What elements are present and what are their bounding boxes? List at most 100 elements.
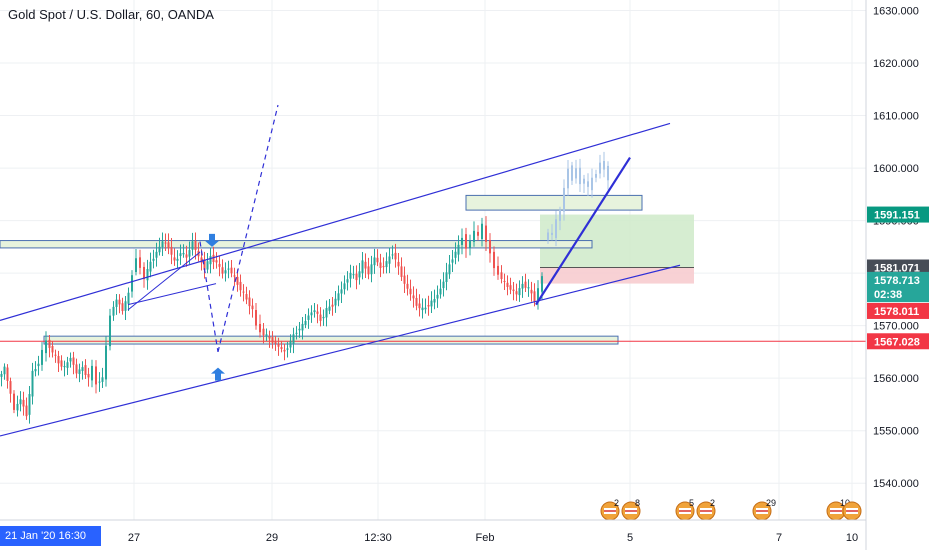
candle-body [361, 260, 364, 274]
price-axis-tick-label: 1550.000 [873, 426, 919, 438]
projection-candle-body [587, 181, 589, 187]
candle-body [233, 275, 236, 277]
candle-body [152, 258, 155, 261]
event-count-label: 8 [635, 498, 640, 508]
candle-body [461, 237, 463, 245]
candle-body [224, 270, 227, 274]
candle-body [430, 300, 433, 307]
candle-body [9, 381, 12, 394]
price-axis-tick-label: 1620.000 [873, 58, 919, 70]
candle-body [530, 289, 533, 294]
support-resistance-zone [43, 335, 619, 345]
candle-body [212, 254, 215, 263]
candle-body [135, 258, 137, 273]
candle-body [230, 267, 233, 274]
event-count-label: 29 [766, 498, 776, 508]
candle-body [0, 373, 3, 377]
candle-body [19, 399, 22, 405]
candle-body [518, 288, 521, 296]
candle-body [118, 299, 121, 305]
candle-body [310, 312, 313, 316]
candle-body [442, 281, 445, 289]
candle-body [500, 272, 503, 280]
candle-body [473, 230, 475, 242]
arrow-up-icon [211, 367, 225, 381]
candle-body [295, 332, 298, 334]
price-axis-tick-label: 1630.000 [873, 6, 919, 18]
candle-body [316, 311, 319, 314]
candle-body [164, 242, 167, 244]
candle-body [506, 282, 509, 287]
candle-body [489, 240, 491, 254]
candle-body [215, 260, 218, 263]
candle-body [346, 279, 349, 283]
candle-body [262, 328, 265, 336]
candle-body [307, 315, 310, 320]
time-axis-tick-label: 27 [128, 532, 140, 544]
candle-body [337, 293, 340, 301]
candle-body [227, 268, 230, 270]
time-axis-tick-label: 12:30 [364, 532, 392, 544]
candle-body [221, 267, 224, 274]
candle-body [115, 299, 118, 307]
candle-body [28, 394, 31, 415]
candle-body [403, 275, 406, 284]
candle-body [251, 305, 254, 310]
candle-body [139, 257, 141, 268]
projection-candle-body [547, 232, 549, 240]
candle-body [397, 261, 400, 267]
candle-body [81, 367, 84, 371]
projection-candle-body [559, 209, 561, 221]
trend-line [0, 122, 671, 321]
candle-body [451, 259, 454, 263]
candle-body [512, 289, 515, 291]
price-tag-label: 1581.071 [874, 263, 920, 275]
projection-candle-body [591, 177, 593, 191]
candle-body [75, 364, 78, 374]
candle-body [259, 323, 261, 333]
time-axis-tick-label: 7 [776, 532, 782, 544]
projection-candle-body [563, 187, 565, 212]
price-tag [867, 302, 929, 319]
candle-body [421, 307, 424, 311]
candle-body [95, 366, 97, 385]
candle-body [155, 251, 158, 258]
candle-body [209, 256, 212, 265]
candle-body [412, 295, 415, 299]
candle-body [131, 275, 133, 292]
candle-body [448, 264, 451, 275]
candle-body [370, 264, 373, 275]
crosshair-date-badge: 21 Jan '20 16:30 [0, 526, 101, 546]
candle-body [349, 272, 352, 279]
price-tag [867, 286, 929, 303]
candle-body [25, 405, 28, 417]
candle-body [87, 373, 90, 378]
candle-body [325, 308, 328, 318]
candle-body [91, 365, 93, 381]
candle-body [331, 304, 334, 307]
candle-body [37, 363, 40, 367]
time-axis-tick-label: Feb [476, 532, 495, 544]
projection-candle-body [571, 165, 573, 181]
candle-body [72, 357, 75, 365]
candle-body [277, 343, 280, 347]
event-count-label: 2 [614, 498, 619, 508]
candle-body [188, 250, 191, 257]
candle-body [364, 261, 367, 269]
time-axis-tick-label: 10 [846, 532, 858, 544]
candle-body [334, 298, 337, 306]
candle-body [255, 310, 257, 326]
candle-body [191, 241, 194, 250]
candle-body [418, 303, 421, 309]
dashed-projection-line [217, 104, 279, 353]
candle-body [239, 281, 242, 291]
price-axis-tick-label: 1540.000 [873, 478, 919, 490]
projection-candle-body [555, 219, 557, 239]
candle-body [170, 246, 173, 255]
price-axis-tick-label: 1600.000 [873, 163, 919, 175]
price-tag-label: 1578.011 [874, 306, 919, 318]
trend-line [0, 264, 681, 437]
candle-body [182, 252, 185, 255]
candle-body [298, 328, 301, 331]
